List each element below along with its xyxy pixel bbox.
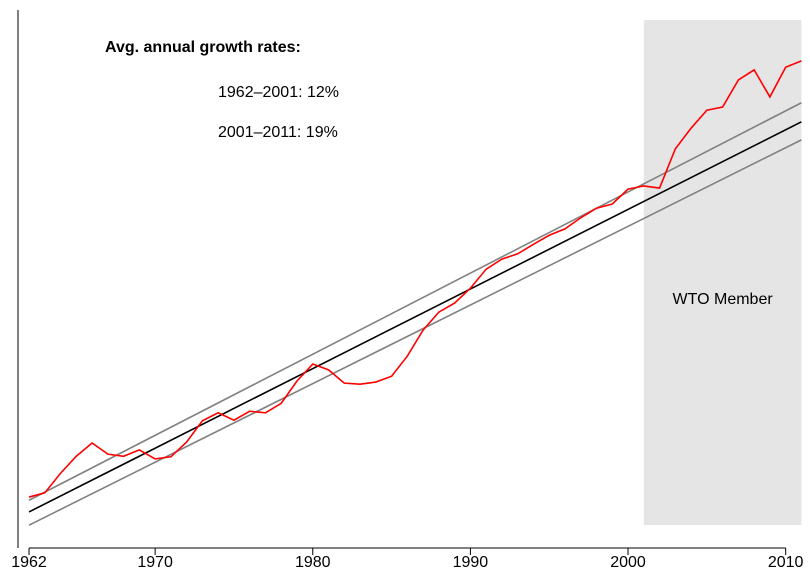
x-tick-label: 1962 — [11, 554, 47, 570]
annotation-line: 1962–2001: 12% — [218, 84, 339, 101]
data-line — [28, 60, 802, 498]
x-tick-label: 2000 — [610, 554, 646, 570]
annotation-title: Avg. annual growth rates: — [105, 39, 301, 56]
x-tick-label: 1980 — [295, 554, 331, 570]
region-label: WTO Member — [673, 291, 774, 308]
x-tick-label: 1970 — [137, 554, 173, 570]
annotation-line: 2001–2011: 19% — [218, 124, 338, 141]
x-tick-label: 1990 — [453, 554, 489, 570]
trend-line — [28, 121, 802, 513]
trend-line — [28, 102, 802, 501]
trend-line — [28, 139, 802, 526]
x-tick-label: 2010 — [768, 554, 804, 570]
shaded-region — [643, 20, 802, 525]
